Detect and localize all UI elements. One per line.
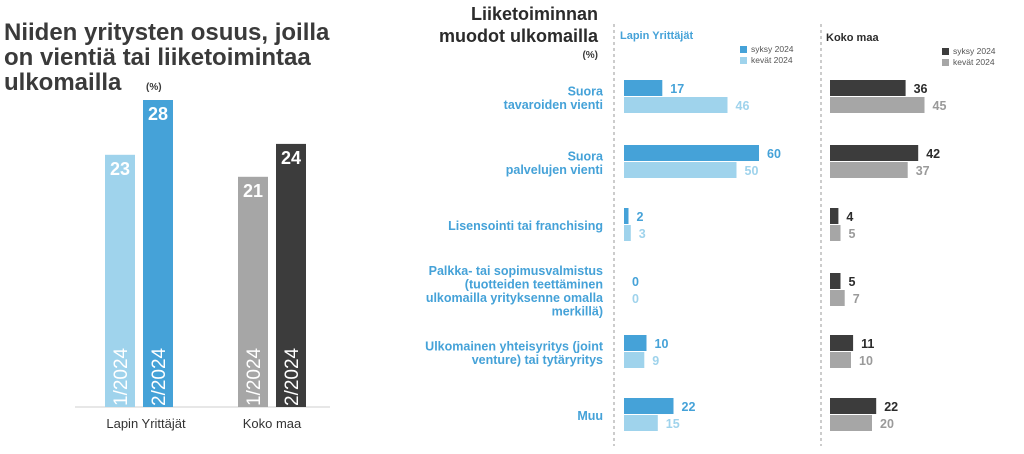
hbar-lapin-kevat-0 (624, 97, 728, 113)
hbar-koko-kevat-2 (830, 225, 841, 241)
right-title-unit: (%) (582, 50, 598, 61)
bar-value-label: 23 (110, 159, 130, 179)
hbar-koko-syksy-5 (830, 398, 877, 414)
hbar-koko-kevat-4 (830, 352, 851, 368)
bar-period-label: 1/2024 (111, 347, 132, 406)
hbar-value-label: 4 (846, 210, 853, 224)
hbar-value-label: 50 (745, 164, 759, 178)
legend-swatch-lapin-0 (740, 46, 747, 53)
hbar-value-label: 17 (670, 82, 684, 96)
hbar-value-label: 36 (914, 82, 928, 96)
hbar-value-label: 10 (859, 354, 873, 368)
left-bar-group: 23 1/2024 28 2/2024 Lapin Yrittäjät 21 1/2024 2… (105, 100, 306, 431)
group-label: Koko maa (243, 416, 302, 431)
hbar-value-label: 2 (637, 210, 644, 224)
bar-period-label: 2/2024 (282, 347, 303, 406)
bar-value-label: 24 (281, 148, 301, 168)
legend-swatch-lapin-1 (740, 57, 747, 64)
hbar-koko-kevat-3 (830, 290, 845, 306)
hbar-lapin-kevat-4 (624, 352, 645, 368)
category-label-4-line-1: venture) tai tytäryritys (472, 353, 603, 367)
bar-koko-maa-0 (238, 176, 268, 407)
hbar-koko-syksy-3 (830, 273, 841, 289)
category-label-3-line-1: (tuotteiden teettäminen (465, 277, 603, 291)
legend-label: syksy 2024 (953, 46, 996, 56)
hbar-value-label: 5 (849, 275, 856, 289)
panel-header-koko: Koko maa (826, 32, 879, 44)
hbar-koko-kevat-0 (830, 97, 925, 113)
hbar-lapin-syksy-0 (624, 80, 663, 96)
category-label-3-line-3: merkillä) (552, 304, 603, 318)
bar-value-label: 28 (148, 104, 168, 124)
hbar-lapin-kevat-1 (624, 162, 737, 178)
hbar-lapin-syksy-4 (624, 335, 647, 351)
hbar-value-label: 37 (916, 164, 930, 178)
category-label-3-line-0: Palkka- tai sopimusvalmistus (429, 264, 603, 278)
hbar-value-label: 0 (632, 292, 639, 306)
hbar-value-label: 15 (666, 417, 680, 431)
hbar-value-label: 20 (880, 417, 894, 431)
group-label: Lapin Yrittäjät (106, 416, 186, 431)
hbar-value-label: 5 (849, 227, 856, 241)
category-label-0-line-0: Suora (568, 84, 604, 98)
hbar-koko-syksy-2 (830, 208, 839, 224)
legend-label: syksy 2024 (751, 44, 794, 54)
hbar-value-label: 60 (767, 147, 781, 161)
hbar-lapin-kevat-5 (624, 415, 658, 431)
hbar-lapin-syksy-2 (624, 208, 629, 224)
right-chart-title: Liiketoiminnan muodot ulkomailla (%) (439, 4, 599, 61)
left-title-line-3: ulkomailla (4, 69, 122, 96)
hbar-lapin-syksy-1 (624, 145, 759, 161)
category-label-2-line-0: Lisensointi tai franchising (448, 219, 603, 233)
left-chart-title: Niiden yritysten osuus, joilla on vienti… (4, 19, 330, 96)
hbar-value-label: 3 (639, 227, 646, 241)
hbar-lapin-kevat-2 (624, 225, 631, 241)
bar-period-label: 2/2024 (149, 347, 170, 406)
category-label-1-line-0: Suora (568, 149, 604, 163)
bar-value-label: 21 (243, 181, 263, 201)
legend-label: kevät 2024 (953, 57, 995, 67)
left-title-line-2: on vientiä tai liiketoimintaa (4, 44, 311, 71)
legend-swatch-koko-0 (942, 48, 949, 55)
legend-label: kevät 2024 (751, 55, 793, 65)
hbar-koko-kevat-5 (830, 415, 872, 431)
hbar-value-label: 11 (861, 337, 874, 351)
left-title-line-1: Niiden yritysten osuus, joilla (4, 19, 330, 46)
hbar-koko-syksy-1 (830, 145, 919, 161)
category-label-3-line-2: ulkomailla yrityksenne omalla (426, 291, 604, 305)
category-label-0-line-1: tavaroiden vienti (504, 98, 603, 112)
hbar-value-label: 46 (736, 99, 750, 113)
hbar-value-label: 9 (652, 354, 659, 368)
hbar-koko-syksy-4 (830, 335, 854, 351)
right-title-line-1: Liiketoiminnan (471, 4, 598, 24)
category-label-4-line-0: Ulkomainen yhteisyritys (joint (425, 339, 604, 353)
hbar-value-label: 42 (926, 147, 940, 161)
hbar-lapin-syksy-5 (624, 398, 674, 414)
bar-koko-maa-1 (276, 143, 306, 407)
category-label-1-line-1: palvelujen vienti (506, 163, 603, 177)
legend-swatch-koko-1 (942, 59, 949, 66)
hbar-value-label: 7 (853, 292, 860, 306)
hbar-value-label: 22 (884, 400, 898, 414)
bar-lapin-yrittäjät-1 (143, 100, 173, 407)
bar-period-label: 1/2024 (244, 347, 265, 406)
hbar-koko-kevat-1 (830, 162, 908, 178)
panel-header-lapin: Lapin Yrittäjät (620, 30, 693, 42)
bar-lapin-yrittäjät-0 (105, 154, 135, 407)
hbar-value-label: 10 (655, 337, 669, 351)
hbar-koko-syksy-0 (830, 80, 906, 96)
hbar-value-label: 0 (632, 275, 639, 289)
left-title-unit: (%) (146, 82, 162, 93)
hbar-value-label: 45 (933, 99, 947, 113)
category-label-5-line-0: Muu (577, 409, 603, 423)
hbar-value-label: 22 (682, 400, 696, 414)
right-title-line-2: muodot ulkomailla (439, 26, 599, 46)
